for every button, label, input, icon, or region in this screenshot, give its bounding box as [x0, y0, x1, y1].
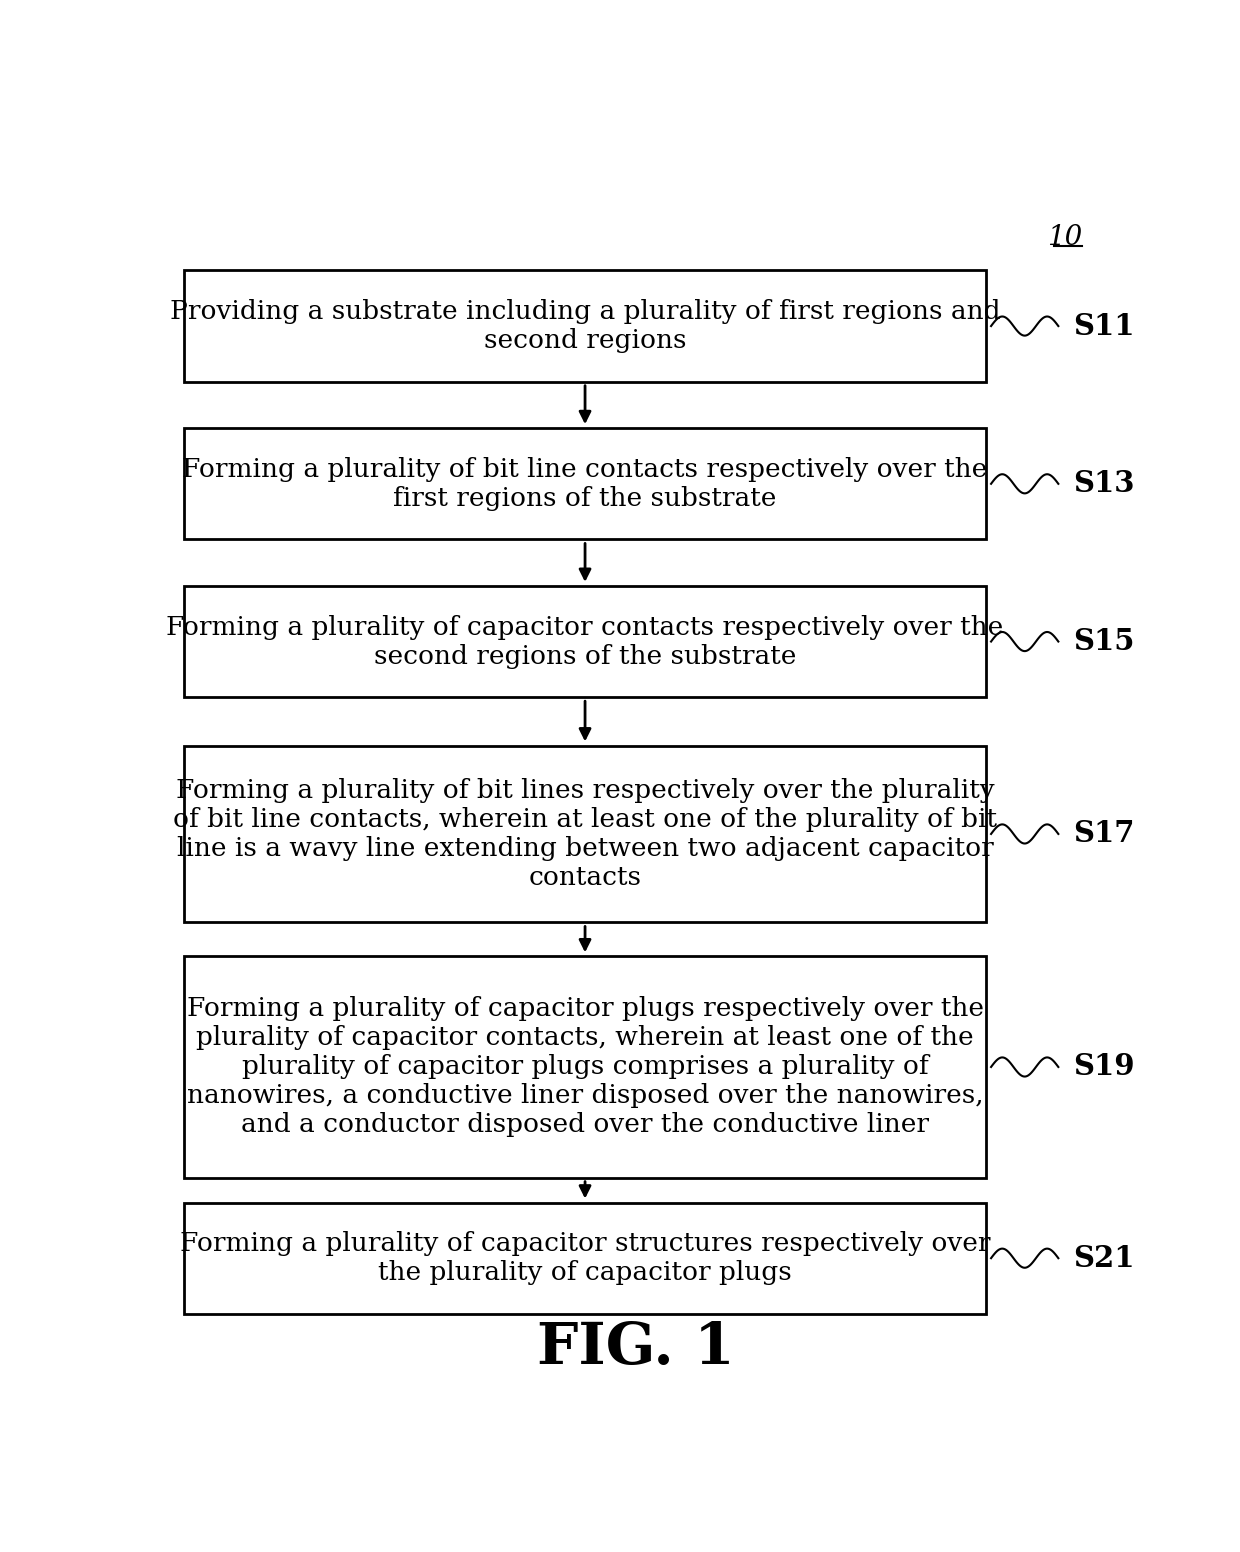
Text: Forming a plurality of capacitor structures respectively over
the plurality of c: Forming a plurality of capacitor structu… — [180, 1231, 991, 1285]
Text: 10: 10 — [1047, 225, 1083, 251]
Bar — [184, 270, 986, 382]
Text: S21: S21 — [1073, 1243, 1135, 1273]
Text: Forming a plurality of bit line contacts respectively over the
first regions of : Forming a plurality of bit line contacts… — [182, 456, 988, 511]
Text: FIG. 1: FIG. 1 — [537, 1319, 734, 1375]
Bar — [184, 956, 986, 1178]
Text: S13: S13 — [1073, 469, 1135, 498]
Text: Providing a substrate including a plurality of first regions and
second regions: Providing a substrate including a plural… — [170, 300, 1001, 352]
Bar — [184, 1203, 986, 1313]
Text: S17: S17 — [1073, 819, 1135, 849]
Text: Forming a plurality of capacitor plugs respectively over the
plurality of capaci: Forming a plurality of capacitor plugs r… — [186, 996, 983, 1138]
Text: Forming a plurality of capacitor contacts respectively over the
second regions o: Forming a plurality of capacitor contact… — [166, 615, 1003, 669]
Bar — [184, 745, 986, 922]
Text: Forming a plurality of bit lines respectively over the plurality
of bit line con: Forming a plurality of bit lines respect… — [174, 778, 997, 889]
Bar — [184, 587, 986, 697]
Text: S15: S15 — [1073, 627, 1135, 656]
Text: S19: S19 — [1073, 1052, 1135, 1082]
Bar — [184, 428, 986, 540]
Text: S11: S11 — [1073, 312, 1135, 340]
